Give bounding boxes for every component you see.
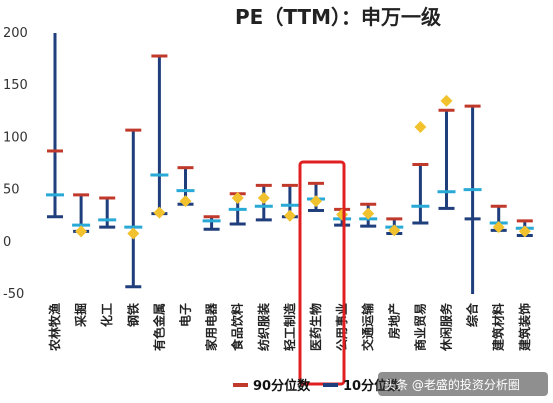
current-marker (153, 206, 166, 219)
category-label: 钢铁 (125, 303, 140, 327)
category-label: 食品饮料 (230, 303, 245, 352)
watermark-text: 头条 @老盛的投资分析圈 (384, 377, 520, 392)
y-tick-label: -50 (3, 287, 24, 302)
watermark: 头条 @老盛的投资分析圈 (378, 372, 548, 396)
current-marker (283, 209, 296, 222)
category-label: 采掘 (73, 303, 88, 328)
category-label: 建筑材料 (491, 303, 506, 352)
category-label: 轻工制造 (282, 302, 297, 351)
y-tick-label: 150 (3, 78, 28, 93)
y-axis: 200 150 100 50 0 -50 (3, 26, 28, 302)
category-label: 公用事业 (334, 303, 349, 351)
category-label: 有色金属 (151, 303, 166, 351)
category-label: 房地产 (386, 303, 401, 339)
y-tick-label: 50 (3, 183, 20, 198)
category-label: 医药生物 (308, 303, 323, 351)
y-tick-label: 100 (3, 130, 28, 145)
current-marker (388, 224, 401, 237)
y-tick-label: 0 (3, 235, 11, 250)
chart-title: PE（TTM）：申万一级 (235, 5, 441, 29)
category-label: 综合 (465, 302, 480, 327)
category-label: 家用电器 (204, 302, 219, 351)
current-marker (127, 227, 140, 240)
current-marker (440, 94, 453, 107)
category-label: 农林牧渔 (47, 303, 62, 352)
x-axis: 农林牧渔 采掘 化工 钢铁 有色金属 电子 家用电器 食品饮料 纺织服装 轻工制造 医药生物 公用事业… (47, 302, 532, 352)
category-label: 休闲服务 (439, 302, 454, 352)
current-marker (492, 221, 505, 234)
category-label: 纺织服装 (256, 303, 271, 351)
current-marker (362, 207, 375, 220)
current-marker (231, 191, 244, 204)
category-label: 电子 (178, 303, 193, 327)
category-label: 建筑装饰 (517, 303, 532, 352)
category-label: 交通运输 (360, 302, 375, 351)
current-marker (310, 195, 322, 208)
highlight-box (298, 160, 346, 386)
current-marker (257, 191, 270, 204)
current-marker (75, 225, 88, 238)
category-label: 商业贸易 (412, 303, 427, 351)
current-marker (414, 120, 427, 133)
current-marker (518, 225, 531, 238)
legend-p90-label: 90分位数 (253, 378, 311, 394)
legend: 90分位数 10分位数 (233, 378, 401, 394)
category-label: 化工 (99, 303, 114, 327)
plot-area (46, 33, 534, 294)
y-tick-label: 200 (3, 26, 28, 41)
current-marker (179, 195, 192, 208)
